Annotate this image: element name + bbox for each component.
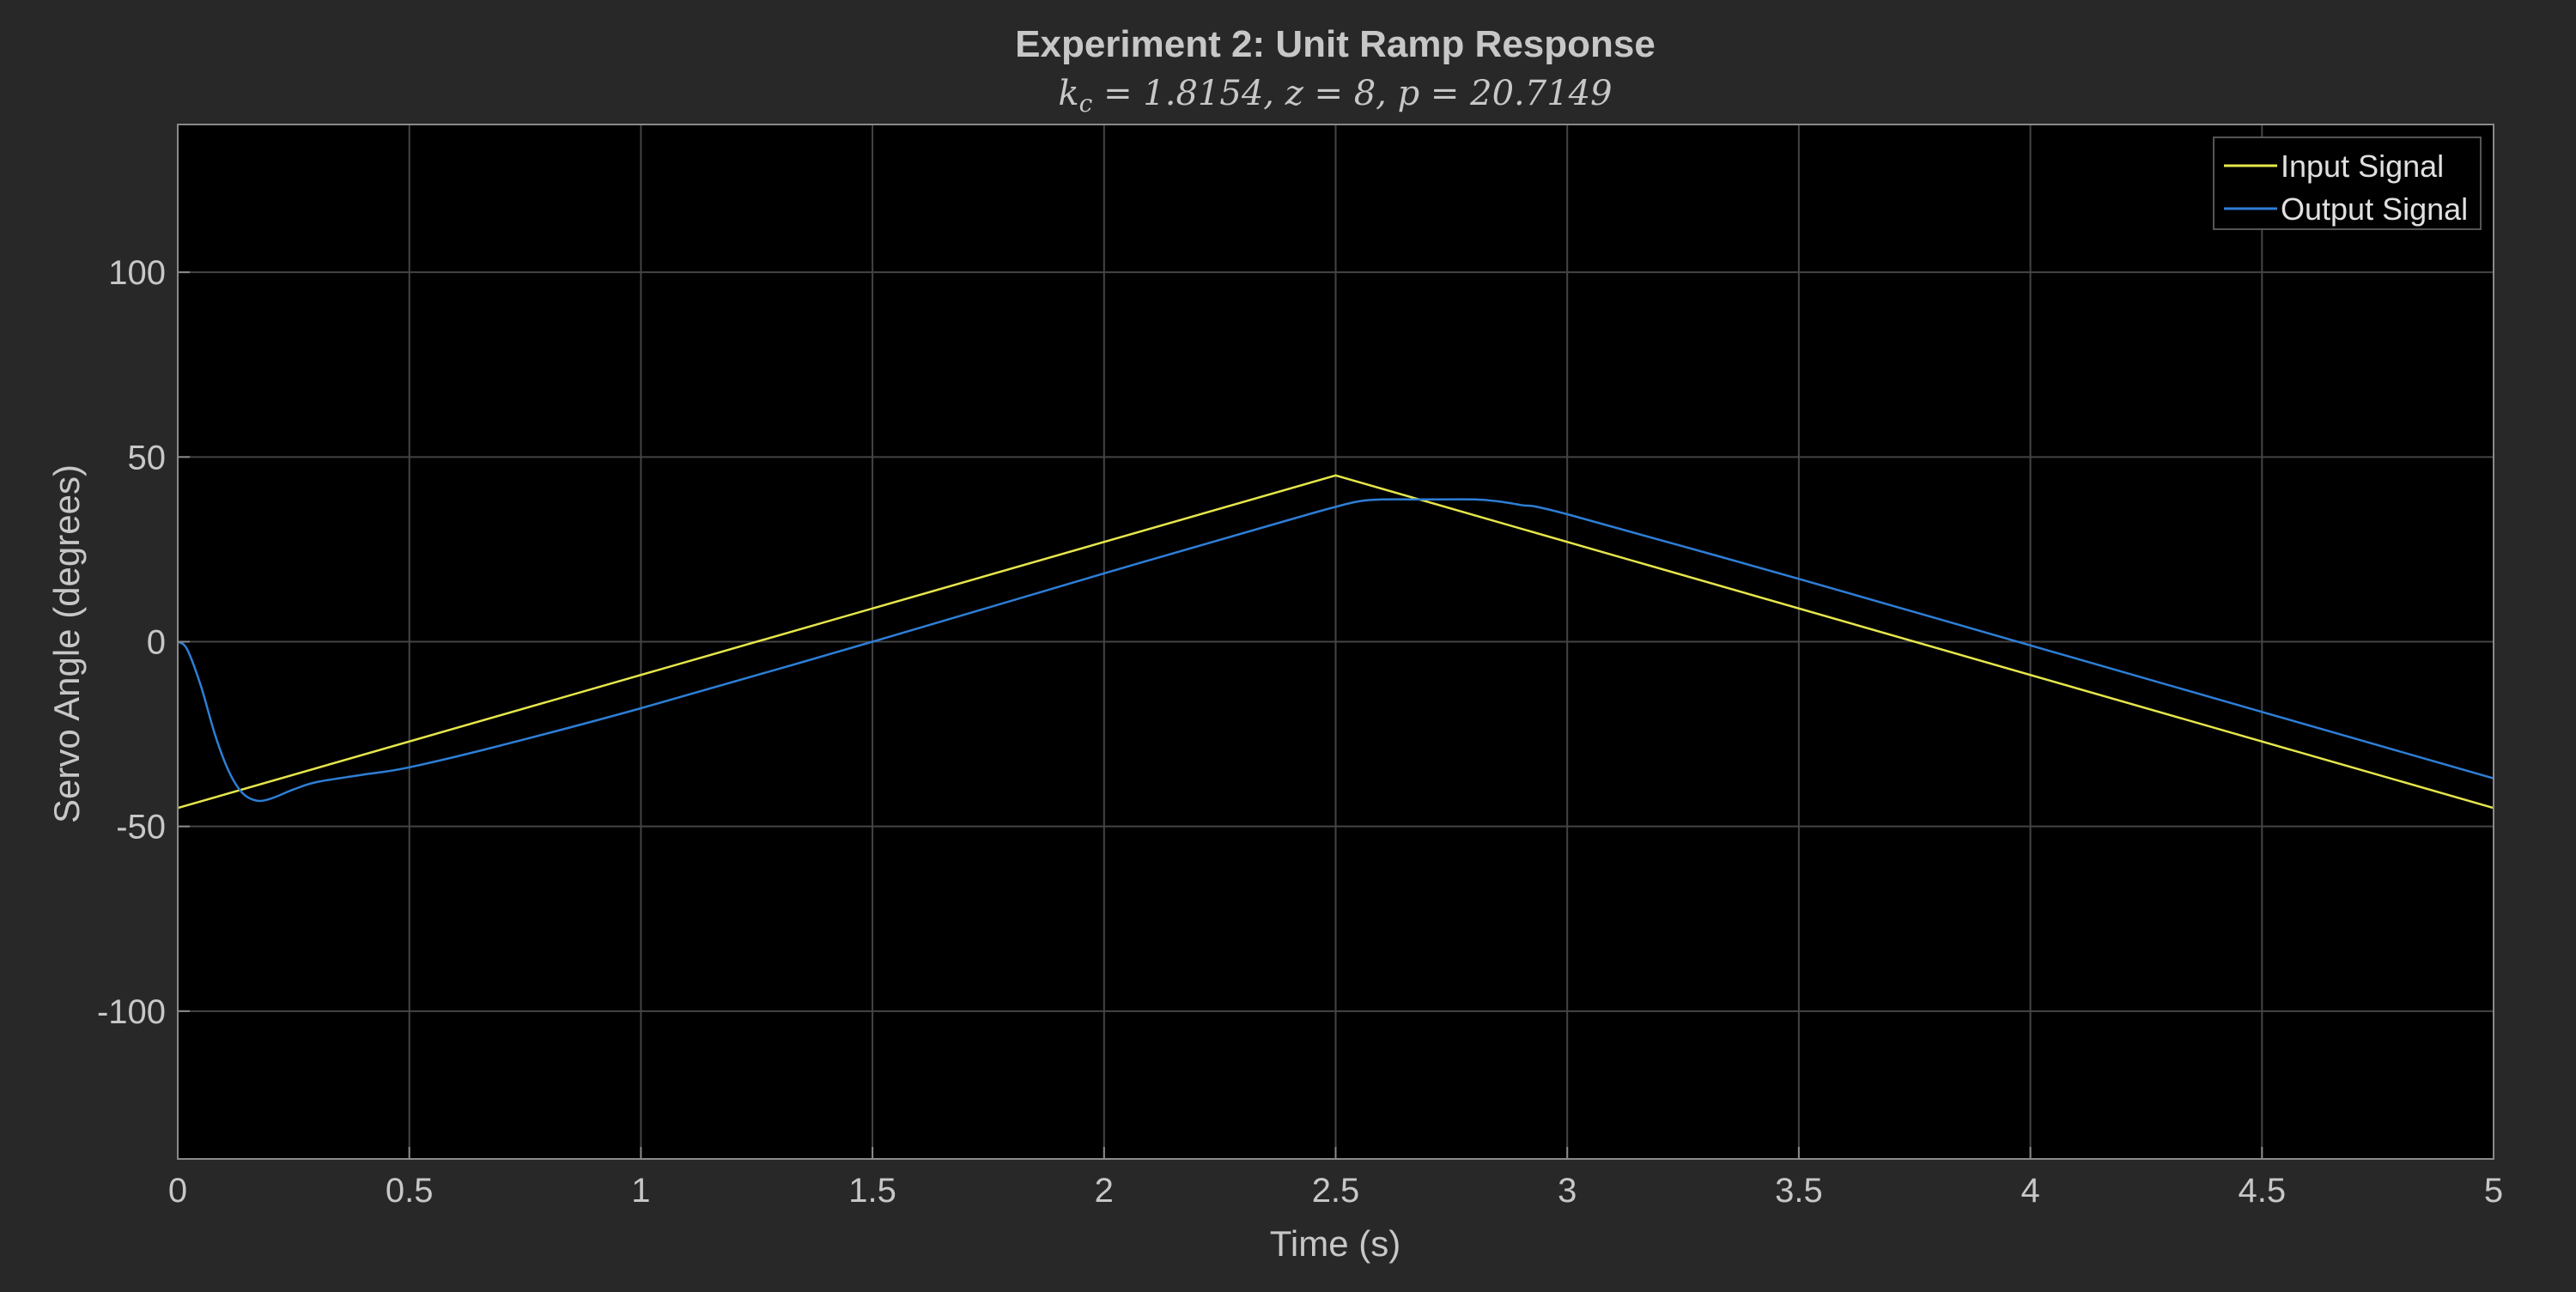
legend-box (2213, 136, 2482, 230)
x-tick-label: 2.5 (1312, 1172, 1360, 1210)
x-tick-label: 1.5 (848, 1172, 896, 1210)
x-tick-label: 4 (2020, 1172, 2039, 1210)
x-tick-label: 4.5 (2238, 1172, 2286, 1210)
chart-subtitle: kc = 1.8154, z = 8, p = 20.7149 (1058, 74, 1612, 118)
y-tick-label: 100 (108, 254, 166, 292)
x-tick-label: 1 (631, 1172, 650, 1210)
series-line-1 (177, 474, 2494, 810)
x-tick-label: 3 (1558, 1172, 1577, 1210)
x-tick-label: 5 (2484, 1172, 2503, 1210)
chart-title: Experiment 2: Unit Ramp Response (1015, 23, 1656, 65)
x-tick-label: 0 (168, 1172, 187, 1210)
series-layer (177, 474, 2494, 810)
y-tick-label: -50 (116, 809, 166, 846)
x-tick-label: 0.5 (386, 1172, 434, 1210)
y-tick-label: 50 (128, 439, 167, 476)
y-tick-label: -100 (97, 993, 166, 1031)
legend-label: Output Signal (2281, 191, 2468, 227)
y-axis-ticks: 100 50 0 -50 -100 (97, 254, 190, 1031)
y-tick-label: 0 (147, 624, 166, 662)
legend: Input Signal Output Signal (2213, 136, 2482, 230)
grid (178, 124, 2494, 1159)
y-axis-label: Servo Angle (degrees) (46, 464, 87, 823)
x-tick-label: 2 (1095, 1172, 1114, 1210)
series-line-2 (177, 498, 2494, 803)
x-axis-ticks: 0 0.5 1 1.5 2 2.5 3 3.5 4 4.5 5 (168, 1147, 2503, 1210)
legend-label: Input Signal (2281, 149, 2444, 184)
x-axis-label: Time (s) (1270, 1223, 1400, 1264)
x-tick-label: 3.5 (1775, 1172, 1823, 1210)
